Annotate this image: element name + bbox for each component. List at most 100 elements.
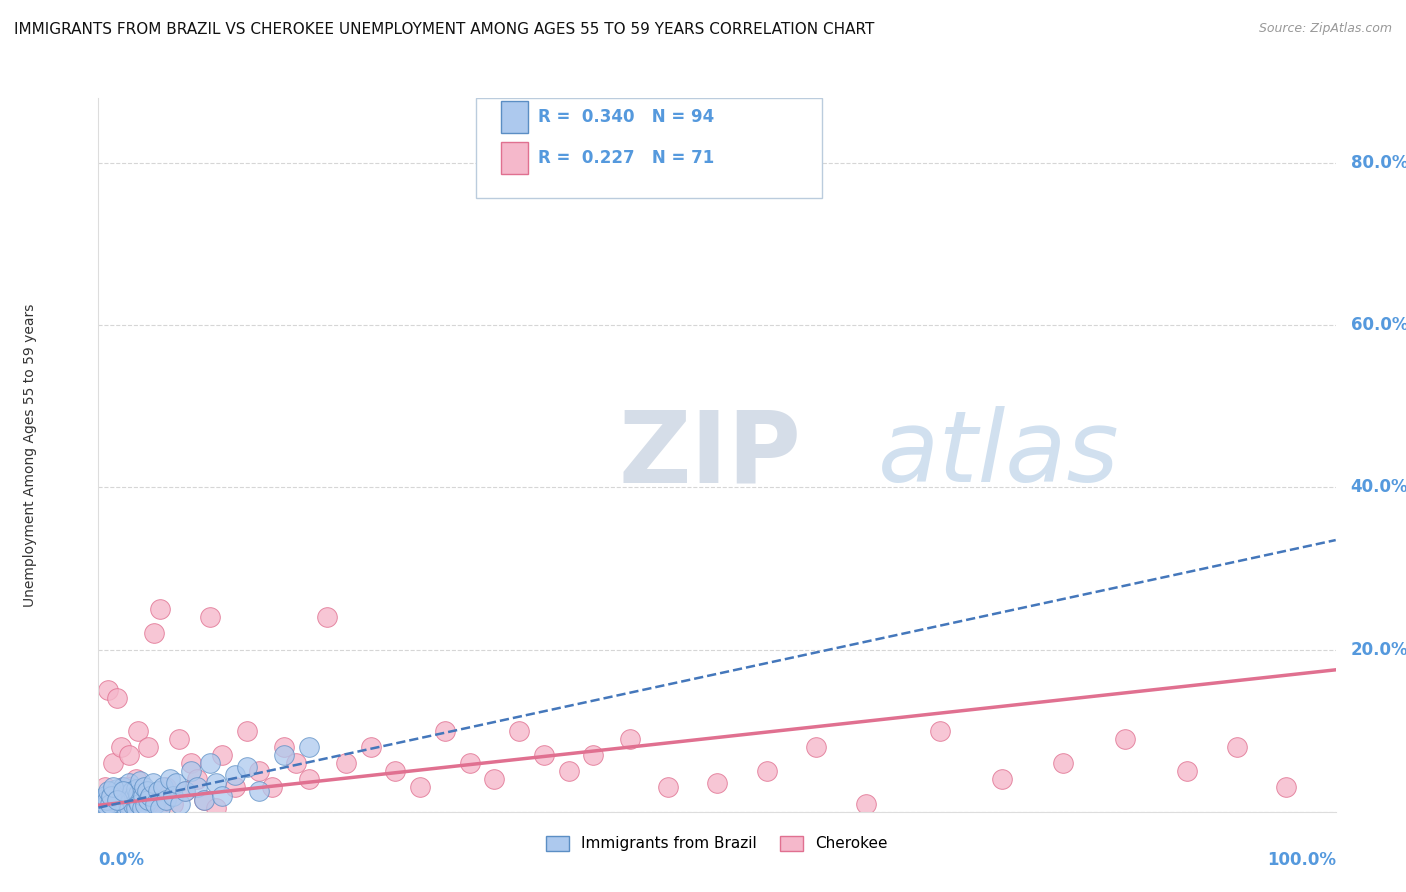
Point	[124, 772, 146, 787]
Point	[90, 792, 112, 806]
Point	[118, 776, 141, 790]
Point	[804, 739, 827, 754]
Point	[180, 756, 202, 770]
Point	[131, 800, 153, 814]
Point	[112, 800, 135, 814]
Point	[128, 797, 150, 811]
Point	[96, 792, 118, 806]
Point	[458, 756, 481, 770]
Point	[1226, 739, 1249, 754]
Point	[101, 800, 124, 814]
FancyBboxPatch shape	[475, 98, 823, 198]
Point	[112, 780, 135, 795]
Point	[93, 789, 115, 803]
Point	[98, 792, 121, 806]
Point	[118, 800, 141, 814]
Point	[91, 800, 114, 814]
Point	[97, 789, 120, 803]
Point	[508, 723, 530, 738]
Legend: Immigrants from Brazil, Cherokee: Immigrants from Brazil, Cherokee	[540, 830, 894, 857]
Point	[94, 800, 117, 814]
Point	[136, 739, 159, 754]
Point	[101, 797, 124, 811]
Point	[107, 789, 129, 803]
Point	[97, 784, 120, 798]
Point	[619, 731, 641, 746]
Point	[103, 756, 125, 770]
Point	[110, 739, 132, 754]
Point	[285, 756, 308, 770]
Point	[124, 789, 146, 803]
Point	[360, 739, 382, 754]
Point	[136, 797, 159, 811]
Point	[169, 797, 191, 811]
Point	[205, 776, 228, 790]
Text: 100.0%: 100.0%	[1267, 851, 1336, 869]
Point	[1052, 756, 1074, 770]
Point	[193, 792, 215, 806]
Point	[115, 787, 138, 801]
Point	[121, 800, 143, 814]
Point	[111, 797, 134, 811]
Point	[260, 780, 283, 795]
Point	[112, 797, 135, 811]
Point	[159, 772, 181, 787]
Point	[110, 800, 132, 814]
Point	[127, 723, 149, 738]
Point	[105, 792, 128, 806]
Point	[155, 792, 177, 806]
Point	[152, 780, 174, 795]
Point	[533, 747, 555, 762]
Point	[91, 797, 114, 811]
Point	[94, 798, 117, 813]
Point	[582, 747, 605, 762]
Point	[211, 789, 233, 803]
Point	[131, 800, 153, 814]
Point	[100, 789, 122, 803]
Bar	[501, 142, 527, 174]
Text: 40.0%: 40.0%	[1351, 478, 1406, 496]
Point	[103, 780, 125, 795]
Point	[97, 683, 120, 698]
Text: Unemployment Among Ages 55 to 59 years: Unemployment Among Ages 55 to 59 years	[24, 303, 38, 607]
Point	[198, 756, 221, 770]
Point	[96, 800, 118, 814]
Point	[93, 805, 115, 819]
Point	[928, 723, 950, 738]
Point	[93, 780, 115, 795]
Text: 0.0%: 0.0%	[98, 851, 145, 869]
Point	[134, 780, 156, 795]
Point	[134, 798, 156, 813]
Point	[94, 795, 117, 809]
Point	[384, 764, 406, 779]
Text: R =  0.227   N = 71: R = 0.227 N = 71	[537, 149, 714, 167]
Point	[100, 784, 122, 798]
Point	[96, 790, 118, 805]
Text: R =  0.340   N = 94: R = 0.340 N = 94	[537, 108, 714, 126]
Point	[186, 772, 208, 787]
Point	[143, 626, 166, 640]
Point	[111, 790, 134, 805]
Point	[100, 798, 122, 813]
Point	[141, 797, 163, 811]
Point	[273, 747, 295, 762]
Point	[755, 764, 778, 779]
Point	[224, 768, 246, 782]
Point	[236, 723, 259, 738]
Point	[110, 784, 132, 798]
Point	[484, 772, 506, 787]
Point	[139, 789, 162, 803]
Point	[103, 790, 125, 805]
Point	[205, 800, 228, 814]
Point	[93, 797, 115, 811]
Point	[162, 789, 184, 803]
Point	[100, 789, 122, 803]
Point	[98, 801, 121, 815]
Point	[433, 723, 456, 738]
Point	[990, 772, 1012, 787]
Text: IMMIGRANTS FROM BRAZIL VS CHEROKEE UNEMPLOYMENT AMONG AGES 55 TO 59 YEARS CORREL: IMMIGRANTS FROM BRAZIL VS CHEROKEE UNEMP…	[14, 22, 875, 37]
Point	[1275, 780, 1298, 795]
Point	[97, 799, 120, 814]
Point	[96, 802, 118, 816]
Point	[93, 792, 115, 806]
